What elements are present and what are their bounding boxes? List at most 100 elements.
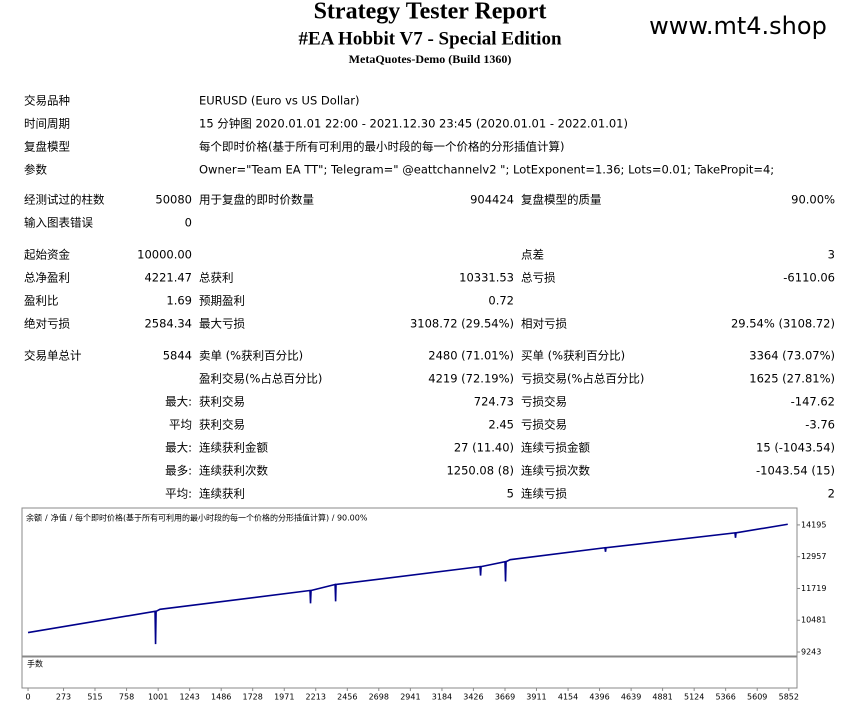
- cell-value: 2.45: [488, 418, 514, 432]
- cell-value: 2480 (71.01%): [428, 349, 514, 363]
- cell-label: 获利交易: [199, 418, 245, 432]
- x-tick-label: 5124: [684, 693, 704, 702]
- cell-label: 经测试过的柱数: [24, 193, 105, 207]
- cell-label: 获利交易: [199, 395, 245, 409]
- x-tick-label: 2456: [337, 693, 357, 702]
- cell-value: -147.62: [791, 395, 835, 409]
- cell-value: 0: [185, 216, 192, 230]
- cell-label: 亏损交易: [521, 418, 567, 432]
- x-tick-label: 2941: [400, 693, 420, 702]
- x-tick-label: 1728: [242, 693, 262, 702]
- cell-value: 10000.00: [137, 248, 192, 262]
- cell-label: 总亏损: [521, 271, 556, 285]
- x-tick-label: 3184: [432, 693, 452, 702]
- chart-frame: [21, 507, 798, 657]
- cell-value: 4221.47: [144, 271, 192, 285]
- cell-value: -3.76: [805, 418, 835, 432]
- x-tick-label: 1971: [274, 693, 294, 702]
- cell-label: 亏损交易: [521, 395, 567, 409]
- cell-value: 724.73: [474, 395, 514, 409]
- legend-entry: /: [45, 514, 48, 523]
- cell-label: 买单 (%获利百分比): [521, 349, 625, 363]
- x-tick-label: 2698: [369, 693, 389, 702]
- cell-value: 904424: [470, 193, 514, 207]
- cell-label: 起始资金: [24, 248, 70, 262]
- cell-label: EURUSD (Euro vs US Dollar): [199, 94, 359, 108]
- x-tick-label: 758: [119, 693, 134, 702]
- cell-label: 盈利比: [24, 294, 59, 308]
- x-tick-label: 515: [87, 693, 102, 702]
- cell-label: 连续获利: [199, 487, 245, 501]
- x-tick-label: 5852: [779, 693, 799, 702]
- legend-entry: 净值: [51, 513, 67, 523]
- y-tick-label: 14195: [801, 520, 826, 529]
- cell-label: 连续获利金额: [199, 441, 268, 455]
- x-tick-label: 4396: [589, 693, 609, 702]
- cell-value: 1250.08 (8): [446, 464, 514, 478]
- x-tick-label: 3911: [526, 693, 546, 702]
- cell-value: -6110.06: [783, 271, 835, 285]
- cell-value: 29.54% (3108.72): [731, 317, 835, 331]
- cell-value: 5844: [163, 349, 192, 363]
- y-tick-label: 9243: [801, 648, 821, 657]
- cell-label: 点差: [521, 248, 544, 262]
- volume-label: 手数: [27, 659, 43, 669]
- cell-value: 最多:: [165, 464, 192, 478]
- x-tick-label: 1001: [148, 693, 168, 702]
- cell-label: 连续获利次数: [199, 464, 268, 478]
- cell-value: -1043.54 (15): [756, 464, 835, 478]
- cell-value: 最大:: [165, 395, 192, 409]
- cell-label: 预期盈利: [199, 294, 245, 308]
- y-tick-label: 10481: [801, 616, 826, 625]
- cell-value: 1625 (27.81%): [749, 372, 835, 386]
- cell-label: Owner="Team EA TT"; Telegram=" @eattchan…: [199, 163, 774, 177]
- y-tick-label: 11719: [801, 584, 826, 593]
- y-tick-label: 12957: [801, 552, 826, 561]
- watermark: www.mt4.shop: [649, 12, 827, 40]
- volume-frame: [21, 656, 798, 689]
- cell-value: 最大:: [165, 441, 192, 455]
- cell-label: 最大亏损: [199, 317, 245, 331]
- legend-entry: / 每个即时价格(基于所有可利用的最小时段的每一个价格的分形插值计算) / 90…: [70, 513, 368, 523]
- cell-value: 90.00%: [791, 193, 835, 207]
- cell-value: 3: [828, 248, 835, 262]
- cell-label: 交易品种: [24, 94, 70, 108]
- cell-label: 总净盈利: [24, 271, 70, 285]
- cell-label: 参数: [24, 163, 47, 177]
- x-tick-label: 3669: [495, 693, 515, 702]
- cell-value: 2584.34: [144, 317, 192, 331]
- cell-label: 15 分钟图 2020.01.01 22:00 - 2021.12.30 23:…: [199, 117, 628, 131]
- cell-value: 4219 (72.19%): [428, 372, 514, 386]
- x-tick-label: 2213: [306, 693, 326, 702]
- cell-label: 盈利交易(%占总百分比): [199, 372, 322, 386]
- cell-label: 输入图表错误: [24, 216, 93, 230]
- cell-label: 每个即时价格(基于所有可利用的最小时段的每一个价格的分形插值计算): [199, 140, 564, 154]
- cell-label: 亏损交易(%占总百分比): [521, 372, 644, 386]
- x-tick-label: 4639: [621, 693, 641, 702]
- cell-label: 相对亏损: [521, 317, 567, 331]
- report-title: Strategy Tester Report: [314, 0, 547, 25]
- cell-label: 用于复盘的即时价数量: [199, 193, 314, 207]
- cell-label: 时间周期: [24, 117, 70, 131]
- cell-value: 10331.53: [459, 271, 514, 285]
- x-tick-label: 0: [25, 693, 30, 702]
- cell-label: 连续亏损: [521, 487, 567, 501]
- cell-label: 连续亏损金额: [521, 441, 590, 455]
- report-subtitle: #EA Hobbit V7 - Special Edition: [298, 28, 562, 49]
- cell-value: 平均:: [165, 487, 192, 501]
- x-tick-label: 4881: [652, 693, 672, 702]
- x-tick-label: 4154: [558, 693, 578, 702]
- cell-label: 绝对亏损: [24, 317, 70, 331]
- cell-label: 连续亏损次数: [521, 464, 590, 478]
- cell-value: 3108.72 (29.54%): [410, 317, 514, 331]
- cell-value: 2: [828, 487, 835, 501]
- balance-line: [27, 523, 788, 645]
- cell-value: 5: [507, 487, 514, 501]
- cell-label: 交易单总计: [24, 349, 82, 363]
- x-tick-label: 273: [56, 693, 71, 702]
- cell-value: 27 (11.40): [454, 441, 514, 455]
- x-tick-label: 3426: [463, 693, 483, 702]
- cell-label: 总获利: [199, 271, 234, 285]
